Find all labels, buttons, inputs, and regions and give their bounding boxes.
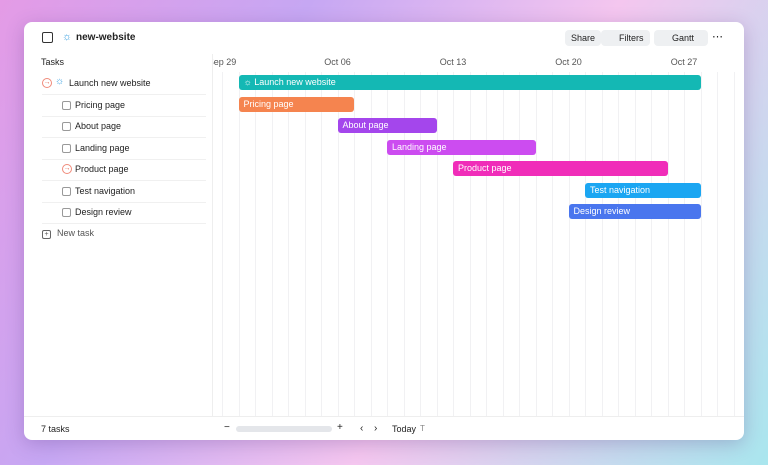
- date-label: Oct 06: [324, 57, 351, 67]
- checkbox[interactable]: [62, 186, 71, 196]
- plus-icon: +: [42, 229, 51, 239]
- task-bar[interactable]: About page: [337, 118, 437, 133]
- task-name: About page: [75, 121, 122, 131]
- day-grid-line: [601, 72, 603, 416]
- day-grid-line: [634, 72, 636, 416]
- day-grid-line: [453, 72, 454, 416]
- next[interactable]: ›: [374, 423, 378, 434]
- day-grid-line: [370, 72, 372, 416]
- task-name: Test navigation: [75, 185, 136, 196]
- project-icon: ☼: [62, 31, 73, 43]
- window: ☼ new-website Share Filters Gantt ⋯ Task…: [24, 22, 744, 440]
- day-grid-line: [519, 72, 520, 416]
- bar-label: About page: [342, 120, 389, 130]
- day-grid-line: [700, 72, 702, 416]
- prev[interactable]: ‹: [360, 423, 364, 434]
- day-grid-line: [651, 72, 652, 416]
- zoom-slider[interactable]: [236, 426, 332, 432]
- task-name: Pricing page: [75, 99, 126, 110]
- today-button[interactable]: Today: [392, 424, 417, 434]
- day-grid-line: [535, 72, 537, 416]
- bar-label: Pricing page: [243, 98, 294, 109]
- date-label: Oct 13: [439, 57, 467, 67]
- task-bar[interactable]: Product page: [453, 161, 668, 176]
- bar-label: Test navigation: [590, 184, 651, 195]
- day-grid-line: [585, 72, 586, 416]
- day-grid-line: [436, 72, 438, 416]
- zoom-in[interactable]: +: [337, 422, 343, 433]
- task-list: → ☼ Launch new website Pricing page About pa…: [24, 54, 213, 416]
- date-label: Oct 20: [555, 57, 582, 67]
- task-name: Launch new website: [69, 78, 151, 88]
- status-icon: →: [42, 78, 52, 88]
- day-grid-line: [321, 72, 322, 416]
- day-grid-line: [271, 72, 273, 416]
- bar-label: Design review: [573, 206, 631, 216]
- day-grid-line: [684, 72, 685, 416]
- day-grid-line: [552, 72, 553, 416]
- day-grid-line: [255, 72, 256, 416]
- day-grid-line: [469, 72, 471, 416]
- day-grid-line: [387, 72, 388, 416]
- gantt-timeline: Sep 29 Oct 06 Oct 13 Oct 20 Oct 27 ☼ Launch n…: [213, 54, 744, 416]
- bar-label: Product page: [458, 163, 512, 173]
- checkbox[interactable]: [62, 100, 71, 110]
- task-name: Product page: [75, 164, 129, 174]
- today-key: T: [420, 424, 425, 433]
- day-grid-line: [502, 72, 504, 416]
- day-grid-line: [304, 72, 306, 416]
- task-row[interactable]: Test navigation: [42, 181, 206, 203]
- footer: 7 tasks − + ‹ › Today T: [24, 416, 744, 440]
- day-grid-line: [486, 72, 487, 416]
- new-task-label: New task: [57, 227, 95, 238]
- day-grid-line: [618, 72, 619, 416]
- task-count[interactable]: 7 tasks: [41, 424, 70, 434]
- date-label: Sep 29: [213, 57, 237, 67]
- project-icon: ☼: [55, 76, 65, 87]
- task-row[interactable]: Landing page: [42, 138, 206, 160]
- task-row[interactable]: Design review: [42, 202, 206, 224]
- task-name: Design review: [75, 207, 132, 217]
- task-bar[interactable]: Test navigation: [585, 182, 701, 198]
- task-bar[interactable]: Pricing page: [238, 96, 354, 112]
- share-button[interactable]: Share: [565, 30, 602, 46]
- bar-label: ☼ Launch new website: [243, 77, 336, 87]
- day-grid-line: [337, 72, 339, 416]
- filters-button[interactable]: Filters: [601, 30, 650, 46]
- sidebar-toggle[interactable]: [42, 32, 53, 43]
- day-grid-line: [403, 72, 405, 416]
- date-label: Oct 27: [670, 57, 698, 67]
- task-row[interactable]: Pricing page: [42, 95, 206, 117]
- task-row[interactable]: → ☼ Launch new website: [42, 73, 206, 95]
- day-grid-line: [717, 72, 718, 416]
- new-task[interactable]: + New task: [42, 228, 94, 239]
- view-button[interactable]: Gantt: [654, 30, 709, 46]
- project-name: new-website: [76, 32, 136, 43]
- task-name: Landing page: [75, 142, 130, 153]
- checkbox[interactable]: [62, 122, 71, 131]
- task-row[interactable]: → Product page: [42, 159, 206, 181]
- day-grid-line: [733, 72, 735, 416]
- checkbox[interactable]: [62, 143, 71, 153]
- task-bar[interactable]: Landing page: [387, 139, 536, 155]
- task-bar[interactable]: Design review: [568, 204, 701, 219]
- day-grid-line: [568, 72, 570, 416]
- task-bar[interactable]: ☼ Launch new website: [238, 75, 701, 90]
- day-grid-line: [222, 72, 223, 416]
- checkbox[interactable]: [62, 208, 71, 217]
- status-icon: →: [62, 164, 72, 174]
- day-grid-line: [420, 72, 421, 416]
- day-grid-line: [354, 72, 355, 416]
- bar-label: Landing page: [392, 141, 447, 152]
- day-grid-line: [288, 72, 289, 416]
- tasks-title: Tasks: [41, 57, 65, 67]
- more-button[interactable]: ⋯: [712, 31, 723, 43]
- zoom-out[interactable]: −: [224, 422, 230, 433]
- day-grid-line: [667, 72, 669, 416]
- day-grid-line: [238, 72, 240, 416]
- task-row[interactable]: About page: [42, 116, 206, 138]
